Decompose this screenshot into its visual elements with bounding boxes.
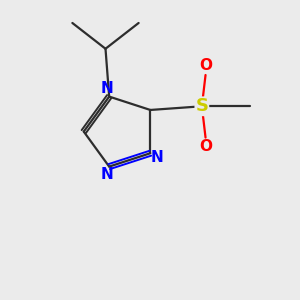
Text: O: O <box>199 139 212 154</box>
Text: O: O <box>199 58 212 73</box>
Text: N: N <box>151 151 163 166</box>
Text: N: N <box>100 167 113 182</box>
Text: S: S <box>195 97 208 115</box>
Text: N: N <box>100 81 113 96</box>
